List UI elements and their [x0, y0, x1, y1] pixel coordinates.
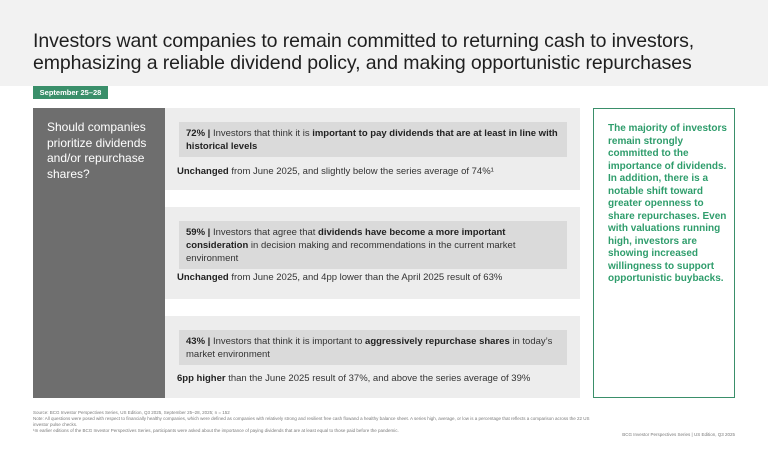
footer-label: BCG Investor Perspectives Series | US Ed… — [622, 432, 735, 437]
finding-card-dividends-in-line: 72% | Investors that think it is importa… — [165, 108, 580, 190]
note-line: Note: All questions were posed with resp… — [33, 416, 590, 427]
question-panel: Should companies prioritize dividends an… — [33, 108, 165, 398]
finding-headline: 43% | Investors that think it is importa… — [179, 330, 567, 365]
date-badge: September 25–28 — [33, 86, 108, 99]
finding-headline: 59% | Investors that agree that dividend… — [179, 221, 567, 269]
finding-headline: 72% | Investors that think it is importa… — [179, 122, 567, 157]
finding-percentage: 59% | — [186, 227, 211, 238]
question-text: Should companies prioritize dividends an… — [47, 120, 147, 181]
finding-card-repurchase: 43% | Investors that think it is importa… — [165, 316, 580, 398]
finding-emphasis: important to pay dividends that are at l… — [186, 128, 558, 152]
footnote-line: ¹In earlier editions of the BCG Investor… — [33, 428, 399, 433]
trend-emphasis: 6pp higher — [177, 373, 226, 384]
key-takeaway-text: The majority of investors remain strongl… — [608, 123, 727, 284]
key-takeaway-box: The majority of investors remain strongl… — [593, 108, 735, 398]
page-title: Investors want companies to remain commi… — [33, 30, 695, 74]
finding-percentage: 43% | — [186, 336, 211, 347]
trend-emphasis: Unchanged — [177, 272, 229, 283]
source-line: Source: BCG Investor Perspectives Series… — [33, 410, 230, 415]
finding-text-tail: in today’s market environment — [186, 336, 553, 360]
finding-text: Investors that agree that — [210, 227, 319, 238]
trend-emphasis: Unchanged — [177, 166, 229, 177]
finding-trend: 6pp higher than the June 2025 result of … — [177, 372, 572, 385]
finding-emphasis: dividends have become a more important c… — [186, 227, 506, 251]
trend-text: than the June 2025 result of 37%, and ab… — [225, 373, 531, 384]
finding-text: Investors that think it is — [210, 128, 313, 139]
finding-trend: Unchanged from June 2025, and 4pp lower … — [177, 271, 572, 284]
finding-text: Investors that think it is important to — [210, 336, 366, 347]
finding-trend: Unchanged from June 2025, and slightly b… — [177, 165, 572, 178]
finding-card-dividends-importance: 59% | Investors that agree that dividend… — [165, 207, 580, 299]
source-notes: Source: BCG Investor Perspectives Series… — [33, 410, 593, 434]
finding-percentage: 72% | — [186, 128, 211, 139]
finding-text-tail: in decision making and recommendations i… — [186, 240, 516, 264]
header-band: Investors want companies to remain commi… — [0, 0, 768, 86]
finding-emphasis: aggressively repurchase shares — [365, 336, 510, 347]
trend-text: from June 2025, and 4pp lower than the A… — [228, 272, 503, 283]
trend-text: from June 2025, and slightly below the s… — [228, 166, 494, 177]
